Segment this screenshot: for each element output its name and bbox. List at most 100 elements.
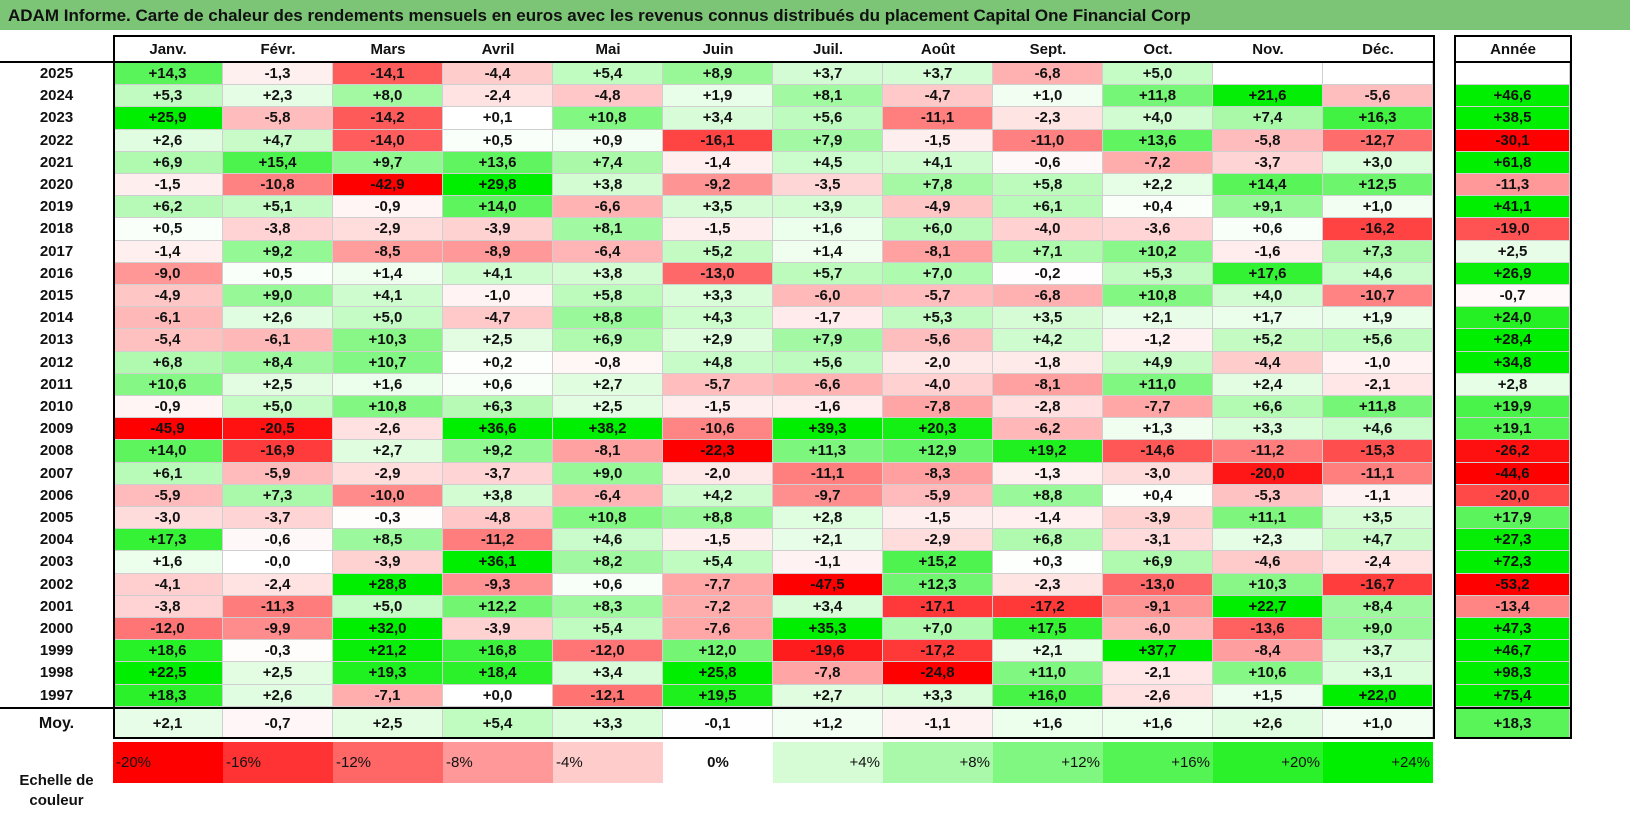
month-header: Mars — [333, 37, 443, 63]
heatmap-cell: -9,3 — [443, 573, 553, 596]
heatmap-cell: +8,8 — [993, 484, 1103, 507]
heatmap-cell: -6,0 — [773, 285, 883, 308]
heatmap-cell: -1,7 — [773, 307, 883, 330]
heatmap-cell: -1,6 — [1213, 240, 1323, 263]
heatmap-cell: -3,7 — [223, 507, 333, 530]
heatmap-cell: +3,3 — [663, 285, 773, 308]
heatmap-cell: +14,4 — [1213, 174, 1323, 197]
heatmap-cell: -0,6 — [993, 151, 1103, 174]
heatmap-cell: +13,6 — [443, 151, 553, 174]
heatmap-cell: +15,4 — [223, 151, 333, 174]
average-cell: -0,7 — [223, 708, 333, 738]
heatmap-cell: +11,0 — [1103, 373, 1213, 396]
heatmap-cell: +1,3 — [1103, 418, 1213, 441]
heatmap-cell: +3,0 — [1323, 151, 1433, 174]
heatmap-cell: -3,9 — [443, 218, 553, 241]
heatmap-cell: -10,8 — [223, 174, 333, 197]
heatmap-cell: -2,6 — [333, 418, 443, 441]
heatmap-cell: +6,8 — [993, 529, 1103, 552]
heatmap-cell: +7,0 — [883, 262, 993, 285]
heatmap-cell: +5,0 — [333, 595, 443, 618]
annual-cell: +28,4 — [1456, 329, 1570, 352]
heatmap-cell: -0,3 — [333, 507, 443, 530]
heatmap-cell: -8,1 — [553, 440, 663, 463]
heatmap-cell: +2,5 — [223, 373, 333, 396]
heatmap-cell: -13,0 — [1103, 573, 1213, 596]
heatmap-cell: +9,2 — [223, 240, 333, 263]
annual-cell: +17,9 — [1456, 507, 1570, 530]
average-label: Moy. — [0, 708, 113, 738]
heatmap-cell: +2,6 — [113, 129, 223, 152]
row-year-label: 2025 — [0, 63, 113, 86]
heatmap-cell: +4,1 — [333, 285, 443, 308]
heatmap-cell: -4,0 — [993, 218, 1103, 241]
heatmap-cell: +3,4 — [663, 107, 773, 130]
heatmap-cell: -9,2 — [663, 174, 773, 197]
heatmap-cell: -3,0 — [1103, 462, 1213, 485]
heatmap-cell: +1,4 — [333, 262, 443, 285]
heatmap-cell: -1,0 — [1323, 351, 1433, 374]
heatmap-cell: -8,9 — [443, 240, 553, 263]
heatmap-cell: +11,8 — [1103, 85, 1213, 108]
heatmap-cell: -11,2 — [443, 529, 553, 552]
heatmap-cell: -20,0 — [1213, 462, 1323, 485]
heatmap-cell: -6,4 — [553, 484, 663, 507]
row-year-label: 2017 — [0, 240, 113, 263]
row-year-label: 2001 — [0, 595, 113, 618]
heatmap-cell: +36,6 — [443, 418, 553, 441]
heatmap-cell: +4,1 — [443, 262, 553, 285]
heatmap-cell: +1,5 — [1213, 684, 1323, 707]
heatmap-cell: +3,3 — [883, 684, 993, 707]
heatmap-cell: -24,8 — [883, 662, 993, 685]
heatmap-cell: -2,3 — [993, 573, 1103, 596]
row-year-label: 1997 — [0, 684, 113, 707]
heatmap-cell: +25,8 — [663, 662, 773, 685]
heatmap-cell: -8,1 — [993, 373, 1103, 396]
heatmap-cell: -2,9 — [883, 529, 993, 552]
annual-cell: -11,3 — [1456, 174, 1570, 197]
heatmap-cell: +12,9 — [883, 440, 993, 463]
heatmap-cell: -13,0 — [663, 262, 773, 285]
heatmap-cell: -4,8 — [443, 507, 553, 530]
heatmap-cell: +5,0 — [1103, 63, 1213, 86]
heatmap-cell: +0,6 — [1213, 218, 1323, 241]
annual-cell: -53,2 — [1456, 573, 1570, 596]
heatmap-cell: +5,6 — [773, 351, 883, 374]
annual-cell: +27,3 — [1456, 529, 1570, 552]
heatmap-cell: +8,5 — [333, 529, 443, 552]
heatmap-cell: -4,6 — [1213, 551, 1323, 574]
heatmap-cell: +8,9 — [663, 63, 773, 86]
heatmap-cell: +7,3 — [223, 484, 333, 507]
heatmap-cell: +1,9 — [1323, 307, 1433, 330]
heatmap-cell: +2,7 — [553, 373, 663, 396]
month-header: Févr. — [223, 37, 333, 63]
heatmap-cell: +1,7 — [1213, 307, 1323, 330]
heatmap-cell: -7,7 — [1103, 396, 1213, 419]
row-year-label: 2016 — [0, 262, 113, 285]
heatmap-cell: +8,1 — [773, 85, 883, 108]
annual-cell: -20,0 — [1456, 484, 1570, 507]
row-year-label: 2002 — [0, 573, 113, 596]
color-scale-swatch: 0% — [663, 742, 773, 783]
heatmap-cell: -2,0 — [663, 462, 773, 485]
year-header: Année — [1456, 37, 1570, 63]
heatmap-cell: -2,9 — [333, 462, 443, 485]
annual-cell: -19,0 — [1456, 218, 1570, 241]
heatmap-cell: +36,1 — [443, 551, 553, 574]
heatmap-cell: +0,5 — [223, 262, 333, 285]
heatmap-cell: -6,2 — [993, 418, 1103, 441]
heatmap-cell: +2,2 — [1103, 174, 1213, 197]
heatmap-cell: +3,5 — [1323, 507, 1433, 530]
heatmap-cell: -1,4 — [663, 151, 773, 174]
row-year-label: 2020 — [0, 174, 113, 197]
heatmap-cell: +1,6 — [773, 218, 883, 241]
heatmap-cell: +4,2 — [993, 329, 1103, 352]
heatmap-cell: +0,6 — [443, 373, 553, 396]
heatmap-cell: -14,1 — [333, 63, 443, 86]
heatmap-cell: -6,6 — [773, 373, 883, 396]
heatmap-cell: -4,7 — [883, 85, 993, 108]
heatmap-cell: +14,0 — [443, 196, 553, 219]
row-year-label: 2010 — [0, 396, 113, 419]
heatmap-cell: +10,3 — [1213, 573, 1323, 596]
heatmap-cell: +6,2 — [113, 196, 223, 219]
